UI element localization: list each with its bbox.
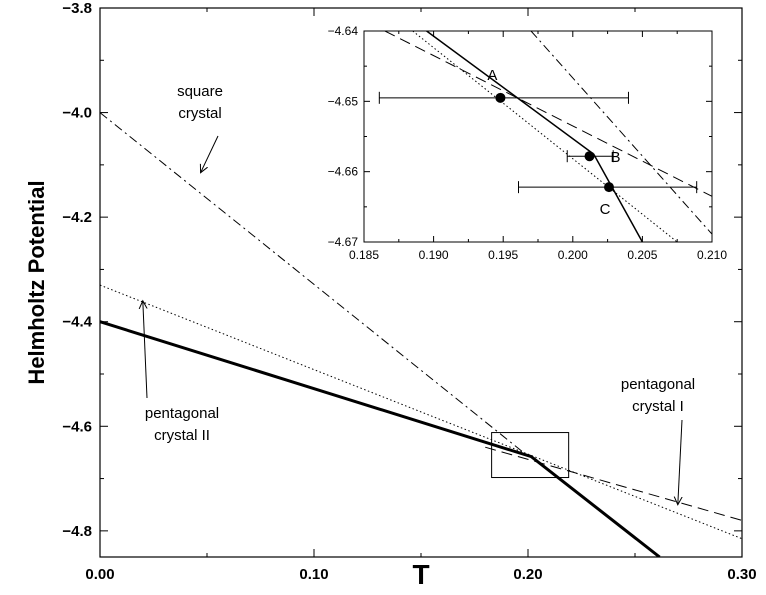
- inset-x-tick-label: 0.205: [627, 248, 657, 262]
- annotation-label: crystal I: [632, 398, 684, 415]
- y-axis-title: Helmholtz Potential: [24, 180, 49, 384]
- inset-y-tick-label: −4.65: [328, 94, 359, 108]
- y-tick-label: −4.8: [62, 523, 92, 540]
- x-tick-label: 0.20: [513, 566, 542, 583]
- inset-y-tick-label: −4.66: [328, 165, 359, 179]
- annotation-label: pentagonal: [621, 376, 695, 393]
- data-point-B: [584, 151, 595, 162]
- series-line-solid-thick: [100, 320, 661, 557]
- inset-series-line-dashed: [384, 31, 712, 197]
- inset-series-line-dash-dot: [530, 31, 712, 235]
- y-tick-label: −4.6: [62, 418, 92, 435]
- inset-series-line-dotted: [412, 31, 678, 242]
- x-axis-title: T: [412, 559, 429, 590]
- annotation-arrow: [143, 301, 147, 399]
- data-point-A: [495, 92, 506, 103]
- inset-x-tick-label: 0.185: [349, 248, 379, 262]
- annotation-label: crystal: [178, 105, 221, 122]
- inset-x-tick-label: 0.195: [488, 248, 518, 262]
- main-plot: 0.00 0.10 0.20 0.30 −4.8 −4.6 −4.4 −4.2 −4.0 −3.8…: [24, 0, 757, 590]
- data-point-C: [603, 182, 614, 193]
- point-label-A: A: [487, 67, 497, 84]
- inset-x-tick-label: 0.190: [419, 248, 449, 262]
- annotation-label: pentagonal: [145, 405, 219, 422]
- series-line-dotted: [100, 284, 742, 540]
- y-tick-label: −4.2: [62, 209, 92, 226]
- x-tick-label: 0.10: [299, 566, 328, 583]
- point-label-C: C: [600, 201, 611, 218]
- inset-plot: 0.185 0.190 0.195 0.200 0.205 0.210 −4.67 −4.66…: [328, 24, 728, 262]
- annotation-arrow: [678, 419, 682, 505]
- x-tick-label: 0.00: [85, 566, 114, 583]
- annotation-label: square: [177, 83, 223, 100]
- inset-x-tick-label: 0.200: [558, 248, 588, 262]
- point-label-B: B: [610, 149, 620, 166]
- y-tick-label: −4.4: [62, 314, 92, 331]
- series-line-dashed: [485, 446, 742, 521]
- series-line-dash-dot: [100, 112, 529, 457]
- x-tick-label: 0.30: [727, 566, 756, 583]
- y-tick-label: −3.8: [62, 0, 92, 17]
- zoom-box: [491, 432, 570, 479]
- annotation-label: crystal II: [154, 427, 210, 444]
- inset-y-tick-label: −4.64: [328, 24, 359, 38]
- inset-background: [364, 31, 712, 242]
- y-tick-label: −4.0: [62, 105, 92, 122]
- inset-y-tick-label: −4.67: [328, 235, 359, 249]
- inset-x-tick-label: 0.210: [697, 248, 727, 262]
- annotation-arrow: [201, 135, 219, 173]
